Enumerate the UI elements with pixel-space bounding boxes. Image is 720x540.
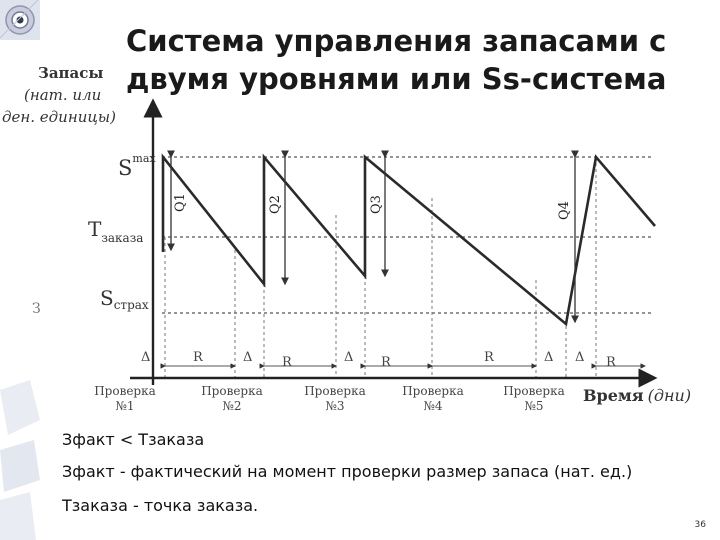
interval-label-5: R xyxy=(606,355,617,370)
note-reorder-definition: Тзаказа - точка заказа. xyxy=(62,496,259,515)
title-line-2: двумя уровнями или Ss-система xyxy=(126,62,667,96)
order-quantity-arrows xyxy=(167,150,579,324)
check-markers xyxy=(164,157,597,378)
order-label-q3: Q3 xyxy=(369,195,384,214)
note-actual-definition: Зфакт - фактический на момент проверки р… xyxy=(62,462,633,481)
order-label-q2: Q2 xyxy=(268,195,283,214)
page-title: Система управления запасами с двумя уров… xyxy=(126,22,706,98)
check-number-4: №4 xyxy=(424,399,443,413)
inventory-diagram: Запасы (нат. или ден. единицы) Q1 Q2 Q3 … xyxy=(2,64,691,413)
check-label-3: Проверка xyxy=(304,384,366,398)
check-label-5: Проверка xyxy=(503,384,565,398)
title-line-1: Система управления запасами с xyxy=(126,24,667,58)
delta-label-3: Δ xyxy=(344,350,353,365)
corner-decoration-icon xyxy=(0,0,40,40)
note-condition: Зфакт < Тзаказа xyxy=(62,430,205,449)
inventory-curve xyxy=(161,153,656,327)
delta-label-2: Δ xyxy=(243,350,252,365)
check-label-4: Проверка xyxy=(402,384,464,398)
interval-label-1: R xyxy=(193,350,204,365)
page-number: 36 xyxy=(694,520,706,530)
check-label-1: Проверка xyxy=(94,384,156,398)
side-decoration-icon xyxy=(0,380,40,540)
y-axis-label-3: ден. единицы) xyxy=(2,108,116,126)
delta-label-4: Δ xyxy=(544,350,553,365)
x-axis-label: Время (дни) xyxy=(583,386,691,405)
delta-label-5: Δ xyxy=(575,350,584,365)
y-axis-label-2: (нат. или xyxy=(24,86,101,104)
check-number-5: №5 xyxy=(525,399,544,413)
check-number-1: №1 xyxy=(116,399,135,413)
interval-label-2: R xyxy=(282,355,293,370)
y-axis-label-1: Запасы xyxy=(38,64,103,82)
check-label-2: Проверка xyxy=(201,384,263,398)
interval-label-3: R xyxy=(381,355,392,370)
interval-label-4: R xyxy=(484,350,495,365)
side-label: З xyxy=(32,301,41,317)
check-number-2: №2 xyxy=(223,399,242,413)
order-label-q1: Q1 xyxy=(173,193,188,212)
check-number-3: №3 xyxy=(326,399,345,413)
order-label-q4: Q4 xyxy=(557,201,572,220)
level-label-smax: Smax xyxy=(118,152,156,180)
level-label-safety: Sстрах xyxy=(100,286,149,312)
delta-label-1: Δ xyxy=(141,350,150,365)
level-label-reorder: Tзаказа xyxy=(88,217,143,245)
